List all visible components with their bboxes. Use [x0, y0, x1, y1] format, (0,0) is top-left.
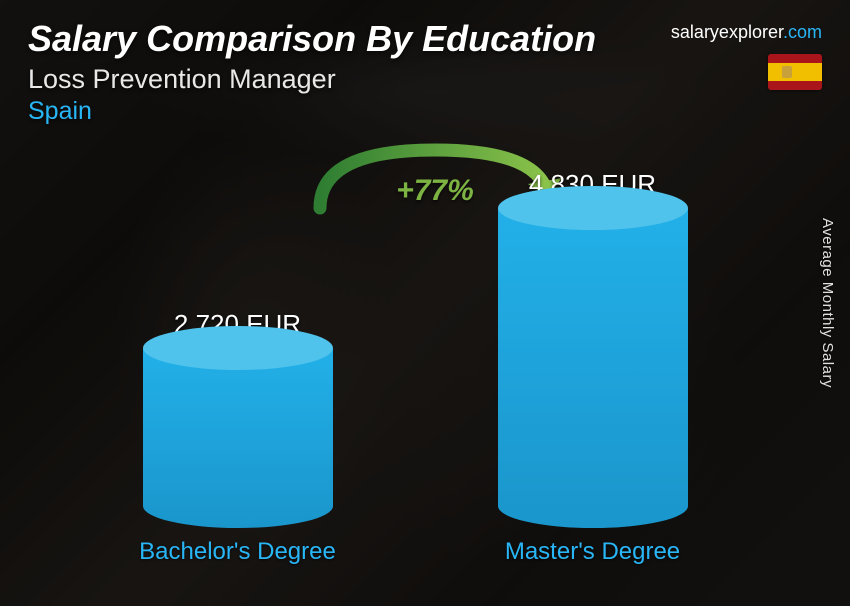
country-label: Spain — [28, 97, 822, 126]
flag-stripe — [768, 54, 822, 63]
bar-top — [143, 326, 333, 370]
flag-crest-icon — [782, 66, 792, 78]
brand-name: salaryexplorer — [671, 22, 783, 42]
job-title: Loss Prevention Manager — [28, 64, 822, 95]
bar-group: 4,830 EURMaster's Degree — [453, 169, 733, 566]
brand-tld: .com — [783, 22, 822, 42]
brand-logo: salaryexplorer.com — [671, 22, 822, 43]
bar-top — [498, 186, 688, 230]
bar-category-label: Bachelor's Degree — [139, 538, 336, 566]
salary-chart: 2,720 EURBachelor's Degree 4,830 EURMaste… — [60, 160, 770, 566]
bar-category-label: Master's Degree — [505, 538, 680, 566]
bar-group: 2,720 EURBachelor's Degree — [98, 309, 378, 566]
flag-stripe — [768, 63, 822, 81]
flag-stripe — [768, 81, 822, 90]
chart-bars: 2,720 EURBachelor's Degree 4,830 EURMaste… — [60, 160, 770, 566]
spain-flag-icon — [768, 54, 822, 90]
bar-front — [498, 208, 688, 528]
bar-front — [143, 348, 333, 528]
y-axis-label: Average Monthly Salary — [819, 218, 836, 388]
bar-3d — [143, 348, 333, 528]
bar-3d — [498, 208, 688, 528]
